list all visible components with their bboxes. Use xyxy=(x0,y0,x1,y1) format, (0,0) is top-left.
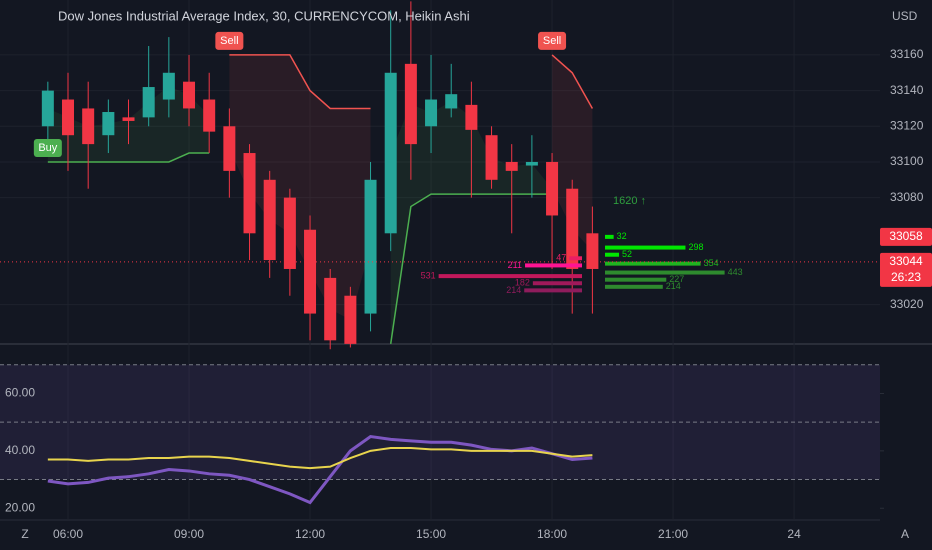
candle-body xyxy=(162,72,175,100)
profile-bar xyxy=(605,261,701,266)
indicator-band xyxy=(0,364,880,480)
price-label-box xyxy=(880,252,932,287)
candle-body xyxy=(586,233,599,269)
profile-label: 211 xyxy=(508,260,522,270)
candle-body xyxy=(546,161,559,216)
candle-body xyxy=(364,179,377,314)
profile-bar xyxy=(605,252,620,257)
profile-label: 52 xyxy=(622,249,632,259)
signal-label: Sell xyxy=(543,35,561,47)
profile-bar xyxy=(605,245,686,250)
profile-bar xyxy=(525,263,582,268)
profile-bar xyxy=(605,270,725,275)
x-tick-label: 21:00 xyxy=(658,527,688,541)
profile-label: 214 xyxy=(506,285,521,295)
x-tick-label: 06:00 xyxy=(53,527,83,541)
candle-body xyxy=(525,161,538,166)
candle-body xyxy=(445,94,458,109)
profile-bar xyxy=(524,288,582,293)
candle-body xyxy=(324,277,337,341)
chart-title: Dow Jones Industrial Average Index, 30, … xyxy=(58,8,470,23)
candle-body xyxy=(183,81,196,109)
profile-bar xyxy=(605,284,663,289)
candle-body xyxy=(344,295,357,344)
profile-label: 182 xyxy=(515,278,530,288)
x-tick-label: 18:00 xyxy=(537,527,567,541)
y-tick-label: 60.00 xyxy=(5,386,35,400)
signal-box xyxy=(33,138,62,157)
candle-body xyxy=(102,112,115,136)
price-label: 33044 xyxy=(889,254,923,268)
y-tick-label: 40.00 xyxy=(5,443,35,457)
signal-label: Sell xyxy=(220,35,238,47)
candle-body xyxy=(425,99,438,127)
trend-fill xyxy=(229,54,371,320)
candle-body xyxy=(263,179,276,261)
x-tick-label: 09:00 xyxy=(174,527,204,541)
profile-label: 47 xyxy=(556,253,566,263)
profile-bar xyxy=(605,234,614,239)
profile-label: 443 xyxy=(728,267,743,277)
candle-body xyxy=(62,99,75,136)
candle-body xyxy=(41,90,54,127)
candle-body xyxy=(283,197,296,269)
candle-body xyxy=(566,188,579,269)
trend-line xyxy=(229,54,594,110)
candle-body xyxy=(465,104,478,130)
profile-label: 227 xyxy=(669,274,684,284)
candle-body xyxy=(82,108,95,145)
y-tick-label: 33080 xyxy=(890,190,924,204)
candle-body xyxy=(304,229,317,314)
signal-box xyxy=(215,31,244,50)
y-tick-label: 33020 xyxy=(890,297,924,311)
profile-label: 32 xyxy=(617,231,627,241)
y-tick-label: 33160 xyxy=(890,47,924,61)
countdown: 26:23 xyxy=(891,270,921,284)
profile-bar xyxy=(532,281,582,286)
candle-body xyxy=(122,117,135,121)
x-tick-label: 24 xyxy=(787,527,801,541)
profile-bar xyxy=(438,274,582,279)
y-tick-label: 33140 xyxy=(890,83,924,97)
currency: USD xyxy=(892,9,918,23)
profile-label: 298 xyxy=(688,242,703,252)
signal-box xyxy=(538,31,567,50)
candle-body xyxy=(485,135,498,180)
profile-bar xyxy=(605,277,667,282)
profile-label: 354 xyxy=(704,258,719,268)
profile-label: 214 xyxy=(666,281,681,291)
profile-bar xyxy=(569,256,582,261)
candle-body xyxy=(203,99,216,132)
auto-scale-button[interactable]: A xyxy=(901,527,909,541)
y-tick-label: 20.00 xyxy=(5,500,35,514)
timezone-button[interactable]: Z xyxy=(21,527,28,541)
price-label-box xyxy=(880,227,932,246)
price-label: 33058 xyxy=(889,229,923,243)
signal-label: Buy xyxy=(38,142,57,154)
trend-fill xyxy=(390,101,553,344)
profile-label: 531 xyxy=(421,270,436,280)
trend-fill xyxy=(552,54,593,252)
candle-body xyxy=(142,87,155,118)
y-tick-label: 33120 xyxy=(890,118,924,132)
candle-body xyxy=(243,153,256,234)
candle-body xyxy=(223,126,236,171)
candle-body xyxy=(384,72,397,234)
candle-body xyxy=(505,161,518,171)
candle-body xyxy=(404,63,417,145)
x-tick-label: 12:00 xyxy=(295,527,325,541)
indicator-line xyxy=(47,446,593,470)
annotation: 1620 ↑ xyxy=(613,195,646,207)
x-tick-label: 15:00 xyxy=(416,527,446,541)
y-tick-label: 33100 xyxy=(890,154,924,168)
